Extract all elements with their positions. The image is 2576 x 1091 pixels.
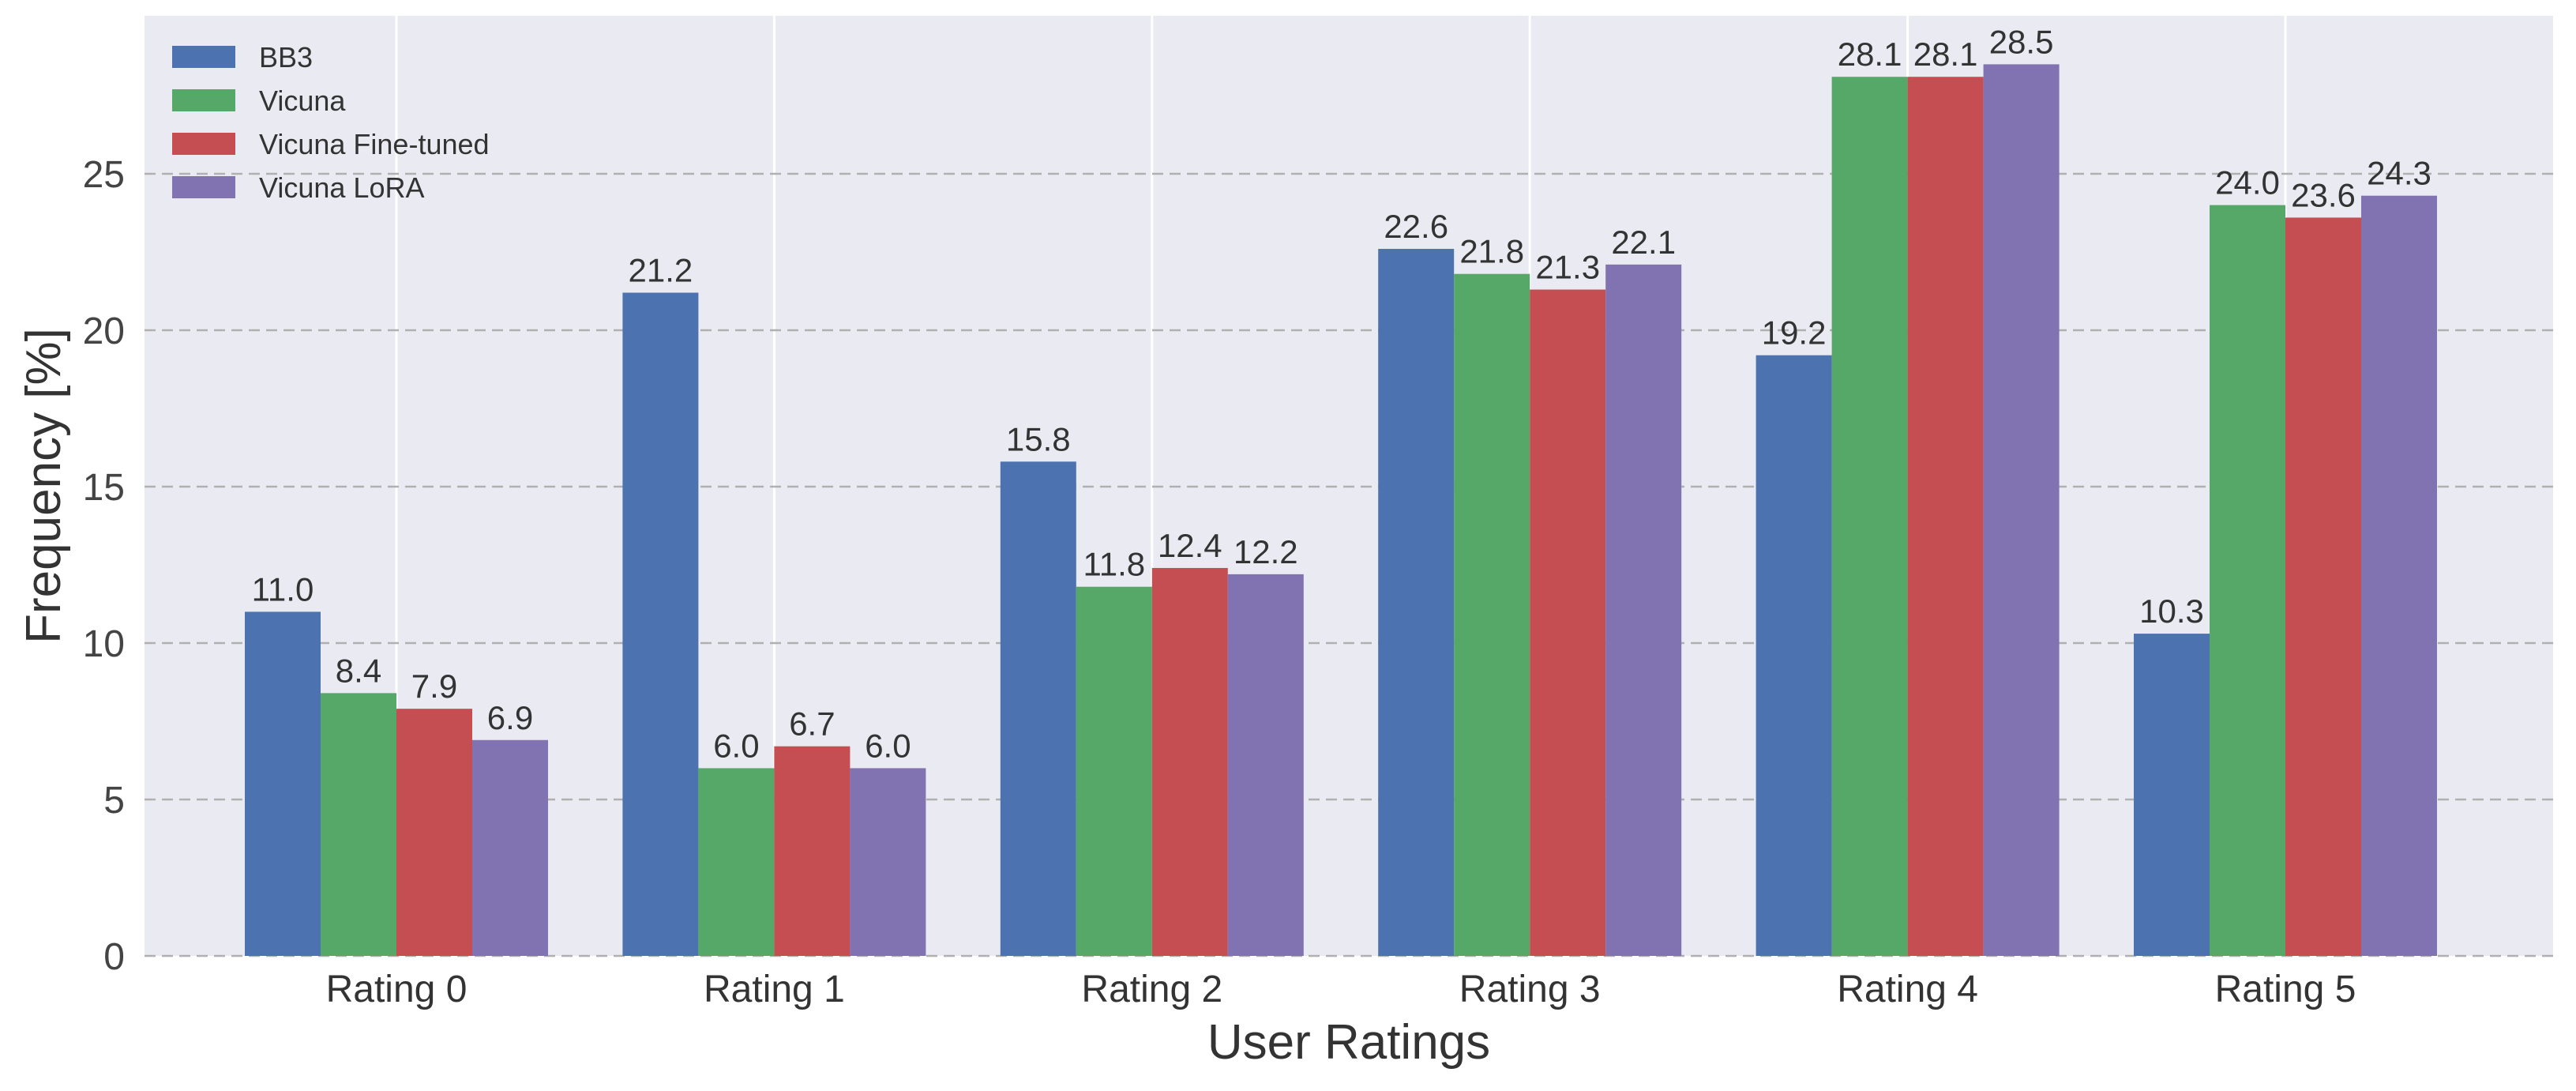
data-label: 11.8 bbox=[1083, 546, 1145, 583]
data-labels: 11.0 21.2 15.8 22.6 19.2 10.3 8.4 6.0 11.8 21.8 28… bbox=[252, 23, 2431, 764]
legend-swatch bbox=[172, 89, 235, 111]
bar bbox=[321, 693, 396, 956]
legend: BB3 Vicuna Vicuna Fine-tuned Vicuna LoRA bbox=[172, 41, 490, 204]
data-label: 12.4 bbox=[1158, 527, 1222, 564]
x-tick-label: Rating 0 bbox=[326, 969, 468, 1010]
bar bbox=[622, 292, 699, 957]
data-label: 6.0 bbox=[713, 727, 759, 764]
x-tick-label: Rating 2 bbox=[1081, 969, 1222, 1010]
x-tick-label: Rating 4 bbox=[1837, 969, 1978, 1010]
y-tick-label: 20 bbox=[83, 310, 125, 352]
data-label: 24.3 bbox=[2367, 155, 2431, 192]
bar bbox=[698, 768, 775, 956]
data-label: 6.7 bbox=[789, 705, 835, 743]
data-label: 6.0 bbox=[865, 727, 911, 764]
x-tick-label: Rating 1 bbox=[704, 969, 845, 1010]
bar bbox=[1076, 586, 1152, 956]
data-label: 28.1 bbox=[1838, 36, 1902, 73]
bar bbox=[1831, 77, 1908, 957]
data-label: 10.3 bbox=[2139, 593, 2204, 630]
bar bbox=[472, 739, 548, 956]
bar bbox=[850, 768, 926, 956]
bar bbox=[396, 709, 472, 956]
bar bbox=[1907, 77, 1984, 957]
legend-label: Vicuna LoRA bbox=[259, 171, 424, 204]
data-label: 21.2 bbox=[629, 251, 693, 288]
bar bbox=[1983, 64, 2060, 956]
data-label: 12.2 bbox=[1234, 533, 1298, 570]
y-tick-label: 15 bbox=[83, 467, 125, 509]
bar bbox=[1605, 264, 1682, 957]
data-label: 22.1 bbox=[1611, 224, 1676, 261]
legend-swatch bbox=[172, 176, 235, 198]
data-label: 7.9 bbox=[411, 668, 457, 705]
bar bbox=[1454, 273, 1530, 957]
bar bbox=[1151, 567, 1228, 956]
x-axis-ticks: Rating 0 Rating 1 Rating 2 Rating 3 Rating 4… bbox=[326, 969, 2356, 1010]
data-label: 28.1 bbox=[1913, 36, 1978, 73]
y-tick-label: 5 bbox=[103, 780, 125, 822]
data-label: 19.2 bbox=[1762, 314, 1827, 352]
bar bbox=[2285, 217, 2361, 956]
legend-swatch bbox=[172, 46, 235, 68]
data-label: 6.9 bbox=[487, 699, 533, 736]
data-label: 24.0 bbox=[2215, 164, 2280, 201]
y-tick-label: 10 bbox=[83, 623, 125, 665]
bar bbox=[1530, 289, 1606, 956]
legend-label: BB3 bbox=[259, 41, 313, 73]
y-axis-ticks: 0 5 10 15 20 25 bbox=[83, 154, 125, 978]
legend-label: Vicuna Fine-tuned bbox=[259, 128, 490, 160]
x-axis-label: User Ratings bbox=[1207, 1015, 1490, 1070]
data-label: 21.3 bbox=[1535, 249, 1600, 286]
bar bbox=[1756, 355, 1832, 956]
y-tick-label: 25 bbox=[83, 154, 125, 196]
x-tick-label: Rating 3 bbox=[1459, 969, 1601, 1010]
bar bbox=[1000, 461, 1076, 956]
bar bbox=[2134, 634, 2210, 956]
data-label: 8.4 bbox=[336, 652, 381, 689]
bar bbox=[2361, 195, 2437, 957]
bars bbox=[245, 64, 2437, 957]
legend-label: Vicuna bbox=[259, 85, 346, 117]
data-label: 28.5 bbox=[1989, 23, 2054, 60]
data-label: 21.8 bbox=[1459, 233, 1524, 270]
x-tick-label: Rating 5 bbox=[2215, 969, 2356, 1010]
bar bbox=[245, 611, 321, 956]
bar bbox=[774, 746, 851, 956]
data-label: 23.6 bbox=[2291, 176, 2356, 213]
bar bbox=[1378, 249, 1455, 956]
y-axis-label: Frequency [%] bbox=[17, 328, 71, 644]
data-label: 22.6 bbox=[1384, 208, 1448, 245]
legend-swatch bbox=[172, 133, 235, 155]
data-label: 11.0 bbox=[252, 570, 314, 608]
data-label: 15.8 bbox=[1006, 420, 1071, 457]
bar bbox=[2210, 205, 2285, 957]
y-tick-label: 0 bbox=[103, 936, 125, 978]
bar bbox=[1227, 574, 1304, 956]
